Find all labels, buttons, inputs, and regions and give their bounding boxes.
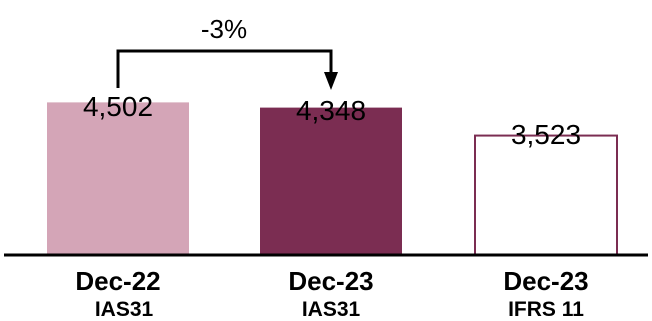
sublabel-ifrs-11: IFRS 11	[508, 298, 584, 321]
change-bracket	[116, 49, 333, 88]
sublabel-ias31-second: IAS31	[302, 298, 361, 321]
change-label: -3%	[201, 14, 247, 44]
value-label-dec-23-ifrs11: 3,523	[511, 119, 581, 150]
value-label-dec-23-ias31: 4,348	[296, 95, 366, 126]
bar-0	[47, 102, 189, 255]
category-label-dec-23-ifrs11: Dec-23	[503, 266, 588, 296]
bars-group	[47, 102, 618, 256]
bar-1	[260, 107, 402, 255]
sublabel-ias31-first: IAS31	[95, 298, 154, 321]
bar-2	[474, 134, 618, 256]
category-label-dec-22: Dec-22	[75, 266, 160, 296]
value-label-dec-22: 4,502	[83, 91, 153, 122]
category-label-dec-23-ias31: Dec-23	[288, 266, 373, 296]
change-arrow-head	[324, 72, 338, 90]
